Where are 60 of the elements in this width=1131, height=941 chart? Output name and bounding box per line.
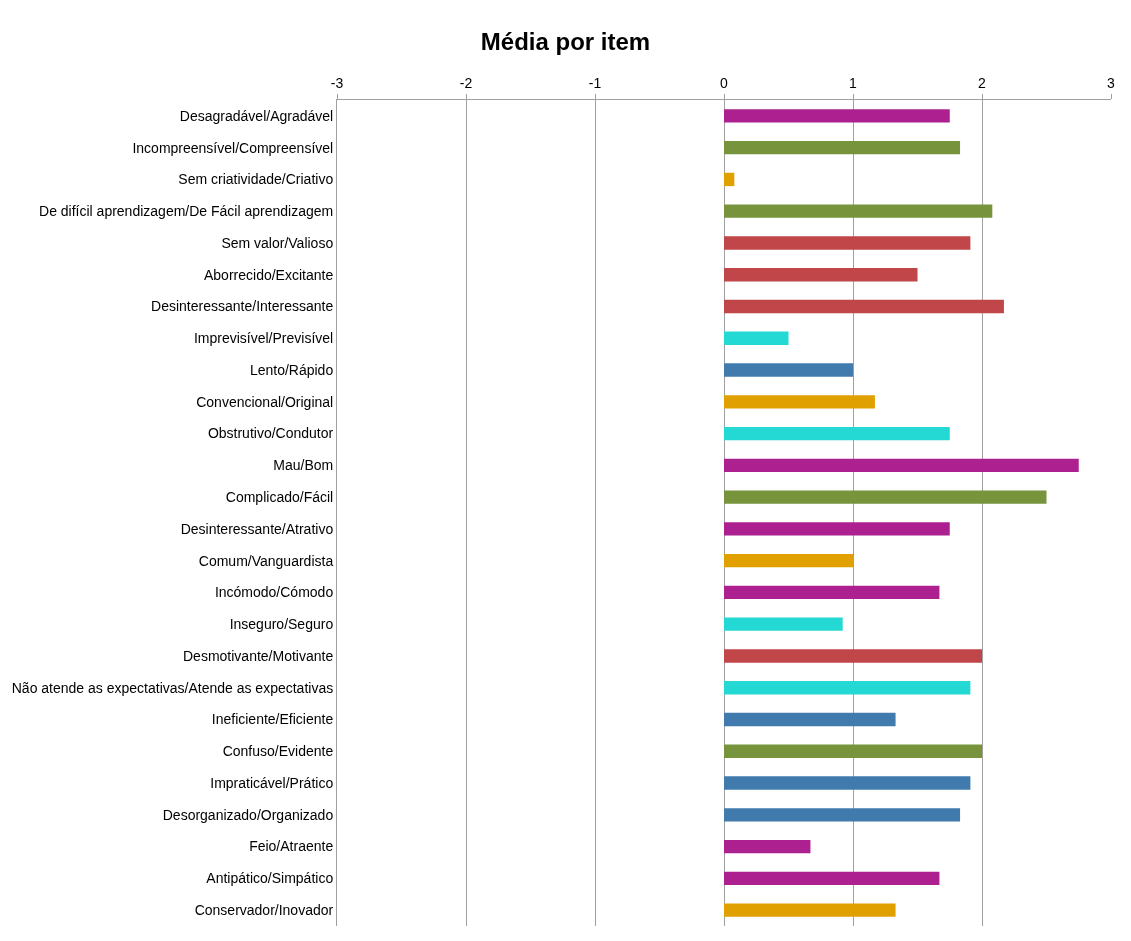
y-tick-label: Antipático/Simpático bbox=[206, 870, 334, 887]
bar bbox=[724, 839, 811, 854]
y-tick-label: Impraticável/Prático bbox=[210, 774, 334, 791]
bar bbox=[724, 681, 971, 695]
bar bbox=[724, 331, 789, 345]
x-tick-label: -2 bbox=[459, 75, 473, 92]
y-tick-label: De difícil aprendizagem/De Fácil aprendizagem bbox=[39, 203, 334, 220]
y-tick-label: Feio/Atraente bbox=[249, 838, 334, 855]
bar bbox=[724, 458, 1079, 473]
x-tick-label: 0 bbox=[720, 75, 729, 92]
x-tick-label: 3 bbox=[1107, 75, 1116, 92]
y-tick-label: Complicado/Fácil bbox=[225, 489, 334, 506]
y-tick-label: Confuso/Evidente bbox=[222, 743, 334, 760]
bar bbox=[724, 363, 853, 377]
bar bbox=[724, 808, 961, 822]
bar bbox=[724, 426, 950, 441]
bar bbox=[724, 522, 950, 536]
x-tick-label: 1 bbox=[849, 75, 858, 92]
bar bbox=[724, 744, 982, 758]
bar bbox=[724, 871, 940, 886]
y-tick-label: Aborrecido/Excitante bbox=[204, 266, 334, 283]
bar bbox=[724, 299, 1004, 314]
y-tick-label: Desinteressante/Interessante bbox=[151, 298, 334, 315]
bar bbox=[724, 490, 1047, 504]
bar bbox=[724, 172, 735, 187]
y-tick-label: Não atende as expectativas/Atende as expectativas bbox=[11, 679, 334, 696]
y-tick-label: Incómodo/Cómodo bbox=[214, 584, 334, 601]
y-tick-label: Desagradável/Agradável bbox=[179, 107, 334, 124]
bar bbox=[724, 776, 971, 790]
y-tick-label: Desmotivante/Motivante bbox=[183, 647, 334, 664]
chart-title: Média por item bbox=[480, 27, 651, 55]
bar bbox=[724, 109, 950, 123]
bar bbox=[724, 903, 896, 917]
bar bbox=[724, 236, 971, 250]
y-tick-label: Lento/Rápido bbox=[249, 361, 334, 378]
y-tick-label: Conservador/Inovador bbox=[194, 902, 334, 919]
y-tick-label: Incompreensível/Compreensível bbox=[132, 139, 334, 156]
bar bbox=[724, 617, 843, 631]
y-tick-label: Desinteressante/Atrativo bbox=[180, 520, 334, 537]
y-tick-label: Imprevisível/Previsível bbox=[193, 330, 334, 347]
bar bbox=[724, 395, 875, 409]
bar bbox=[724, 140, 961, 155]
y-tick-label: Mau/Bom bbox=[273, 457, 334, 474]
y-tick-label: Ineficiente/Eficiente bbox=[211, 711, 334, 728]
y-tick-label: Sem valor/Valioso bbox=[221, 234, 334, 251]
bar bbox=[724, 268, 918, 282]
bar bbox=[724, 204, 993, 218]
x-tick-label: -1 bbox=[588, 75, 602, 92]
y-tick-label: Inseguro/Seguro bbox=[229, 616, 334, 633]
y-tick-label: Comum/Vanguardista bbox=[198, 552, 334, 569]
bar bbox=[724, 585, 940, 600]
y-tick-label: Obstrutivo/Condutor bbox=[207, 425, 334, 442]
x-tick-label: 2 bbox=[978, 75, 987, 92]
bar bbox=[724, 712, 896, 727]
bar bbox=[724, 649, 982, 663]
y-tick-label: Sem criatividade/Criativo bbox=[178, 171, 334, 188]
bar bbox=[724, 553, 853, 568]
y-tick-label: Convencional/Original bbox=[196, 393, 334, 410]
y-tick-label: Desorganizado/Organizado bbox=[162, 806, 334, 823]
x-tick-label: -3 bbox=[330, 75, 344, 92]
